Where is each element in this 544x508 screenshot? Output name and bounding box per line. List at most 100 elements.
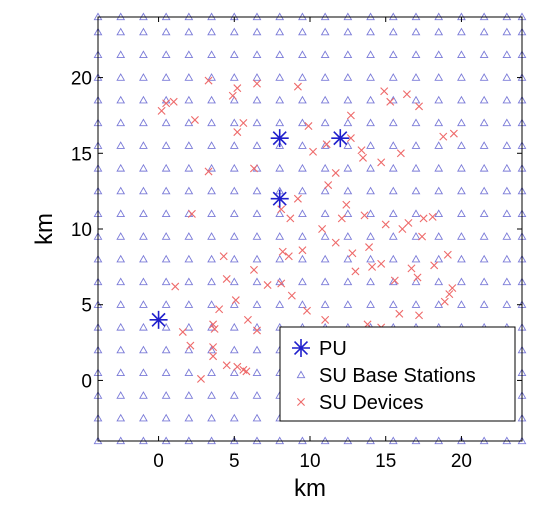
su-device-marker	[359, 153, 367, 162]
su-base-station-marker	[184, 186, 194, 195]
su-base-station-marker	[366, 232, 375, 240]
su-base-station-marker	[411, 27, 421, 36]
su-base-station-marker	[139, 73, 148, 81]
su-base-station-marker	[457, 118, 466, 127]
su-base-station-marker	[434, 141, 444, 149]
su-base-station-marker	[116, 27, 126, 36]
su-base-station-marker	[411, 141, 421, 149]
su-device-marker	[419, 214, 428, 223]
su-device-marker	[415, 102, 424, 111]
su-base-station-marker	[139, 95, 148, 104]
su-base-station-marker	[388, 27, 398, 36]
su-base-station-marker	[229, 322, 239, 331]
legend-label-su-devices: SU Devices	[319, 392, 423, 414]
su-base-station-marker	[343, 209, 353, 218]
su-base-station-marker	[275, 118, 285, 127]
su-base-station-marker	[388, 50, 398, 59]
su-device-marker	[318, 225, 327, 233]
su-base-station-marker	[207, 232, 216, 240]
su-base-station-marker	[252, 322, 262, 331]
su-base-station-marker	[116, 186, 126, 195]
su-base-station-marker	[434, 254, 444, 263]
su-base-station-marker	[207, 209, 216, 218]
su-base-station-marker	[411, 186, 421, 195]
su-base-station-marker	[479, 141, 489, 149]
su-base-station-marker	[298, 50, 307, 59]
su-base-station-marker	[320, 95, 330, 104]
su-base-station-marker	[184, 50, 194, 59]
su-device-marker	[331, 168, 340, 177]
su-base-station-marker	[457, 300, 466, 308]
su-base-station-marker	[139, 141, 148, 149]
su-base-station-marker	[275, 232, 285, 240]
su-base-station-marker	[252, 209, 262, 218]
su-device-marker	[293, 82, 302, 91]
su-base-station-marker	[161, 254, 171, 263]
su-base-station-marker	[184, 277, 194, 286]
su-device-marker	[428, 212, 437, 221]
su-device-marker	[298, 246, 307, 255]
su-base-station-marker	[139, 27, 148, 36]
su-base-station-marker	[411, 118, 421, 127]
su-base-station-marker	[320, 27, 330, 36]
su-device-marker	[413, 273, 422, 282]
su-base-station-marker	[434, 300, 444, 308]
su-device-marker	[233, 128, 242, 137]
su-base-station-marker	[184, 163, 194, 172]
su-base-station-marker	[252, 95, 262, 104]
su-base-station-marker	[366, 277, 375, 286]
su-base-station-marker	[434, 73, 444, 81]
su-device-marker	[222, 274, 231, 283]
su-base-station-marker	[457, 277, 466, 286]
su-base-station-marker	[161, 322, 171, 331]
su-device-marker	[377, 158, 386, 167]
su-base-station-marker	[388, 209, 398, 218]
su-base-station-marker	[388, 232, 398, 240]
su-base-station-marker	[434, 163, 444, 172]
su-device-marker	[228, 91, 237, 100]
su-base-station-marker	[184, 413, 194, 422]
su-base-station-marker	[388, 277, 398, 286]
su-base-station-marker	[184, 368, 194, 377]
su-base-station-marker	[252, 413, 262, 422]
su-base-station-marker	[388, 73, 398, 81]
su-base-station-marker	[275, 27, 285, 36]
su-base-station-marker	[457, 50, 466, 59]
su-base-station-marker	[366, 300, 375, 308]
su-base-station-marker	[229, 300, 239, 308]
su-base-station-marker	[388, 163, 398, 172]
pu-marker	[270, 129, 289, 148]
su-base-station-marker	[229, 186, 239, 195]
legend-marker-su-base-stations	[296, 370, 306, 379]
su-base-station-marker	[161, 391, 171, 399]
su-base-station-marker	[252, 141, 262, 149]
su-base-station-marker	[320, 73, 330, 81]
su-device-marker	[209, 320, 218, 329]
su-base-station-marker	[116, 73, 126, 81]
su-base-station-marker	[116, 95, 126, 104]
su-device-marker	[204, 76, 213, 85]
su-base-station-marker	[207, 254, 216, 263]
su-device-marker	[360, 211, 369, 220]
su-base-station-marker	[139, 254, 148, 263]
su-device-marker	[381, 220, 390, 229]
su-base-station-marker	[116, 413, 126, 422]
su-device-marker	[302, 306, 311, 315]
su-base-station-marker	[161, 300, 171, 308]
su-base-station-marker	[388, 254, 398, 263]
su-device-marker	[346, 111, 355, 120]
su-base-station-marker	[479, 209, 489, 218]
su-device-marker	[407, 264, 416, 273]
su-base-station-marker	[139, 209, 148, 218]
su-base-station-marker	[343, 163, 353, 172]
su-base-station-marker	[457, 254, 466, 263]
su-device-marker	[418, 232, 427, 241]
su-device-marker	[380, 87, 389, 96]
su-device-marker	[190, 115, 199, 124]
su-device-marker	[377, 259, 386, 268]
su-device-marker	[440, 297, 449, 306]
su-base-station-marker	[229, 368, 239, 377]
su-base-station-marker	[139, 277, 148, 286]
su-base-station-marker	[343, 300, 353, 308]
su-device-marker	[309, 147, 318, 156]
